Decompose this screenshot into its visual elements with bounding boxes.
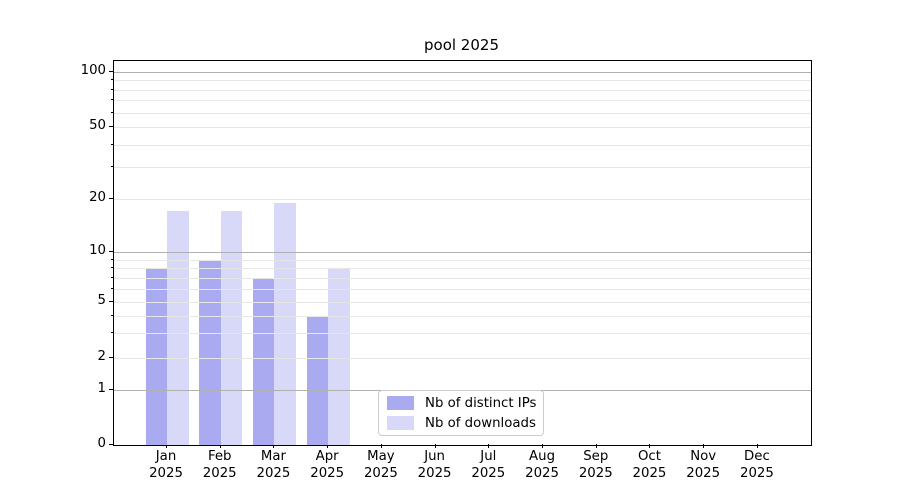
- x-tick-mark-oct: [649, 444, 651, 448]
- x-tick-label-may: May 2025: [363, 449, 398, 481]
- bar-downloads-mar: [274, 202, 296, 445]
- y-tick-label-20: 20: [89, 190, 106, 205]
- bar-distinct-ips-apr: [306, 315, 329, 445]
- x-tick-mark-sep: [595, 444, 597, 448]
- x-tick-label-jul: Jul 2025: [471, 449, 506, 481]
- x-tick-label-apr: Apr 2025: [310, 449, 345, 481]
- major-gridline-10: [114, 252, 811, 253]
- x-tick-mark-apr: [327, 444, 329, 448]
- minor-gridline-3: [114, 333, 811, 334]
- minor-gridline-4: [114, 316, 811, 317]
- y-tick-mark-1: [109, 389, 113, 390]
- x-tick-mark-may: [380, 444, 382, 448]
- x-tick-label-oct: Oct 2025: [632, 449, 667, 481]
- x-tick-mark-jun: [434, 444, 436, 448]
- y-tick-mark-2: [109, 357, 113, 358]
- x-tick-mark-feb: [219, 444, 221, 448]
- y-tick-label-100: 100: [80, 63, 106, 78]
- y-minor-tick-mark-60: [111, 111, 113, 113]
- bar-downloads-jan: [167, 211, 189, 445]
- y-tick-label-1: 1: [97, 381, 106, 396]
- minor-gridline-80: [114, 90, 811, 91]
- x-tick-mark-mar: [273, 444, 275, 448]
- x-tick-mark-jan: [166, 444, 167, 448]
- y-minor-tick-mark-90: [111, 79, 113, 81]
- legend-item-downloads: Nb of downloads: [379, 413, 543, 433]
- x-tick-label-aug: Aug 2025: [525, 449, 559, 481]
- minor-gridline-20: [114, 199, 811, 200]
- x-tick-label-nov: Nov 2025: [686, 449, 721, 481]
- y-tick-mark-5: [109, 301, 113, 302]
- y-minor-tick-mark-3: [111, 332, 113, 334]
- x-tick-label-jan: Jan 2025: [149, 449, 183, 481]
- y-tick-label-50: 50: [89, 118, 106, 133]
- minor-gridline-7: [114, 278, 811, 279]
- minor-gridline-90: [114, 80, 811, 81]
- y-tick-mark-50: [109, 126, 113, 127]
- y-tick-mark-100: [109, 71, 113, 72]
- minor-gridline-70: [114, 100, 811, 101]
- y-minor-tick-mark-6: [111, 287, 113, 289]
- x-tick-label-feb: Feb 2025: [202, 449, 237, 481]
- x-tick-mark-jul: [488, 444, 490, 448]
- legend: Nb of distinct IPs Nb of downloads: [378, 390, 544, 436]
- minor-gridline-6: [114, 289, 811, 290]
- y-tick-mark-0: [109, 443, 113, 445]
- minor-gridline-5: [114, 302, 811, 303]
- y-minor-tick-mark-80: [111, 88, 113, 90]
- minor-gridline-40: [114, 145, 811, 146]
- y-minor-tick-mark-40: [111, 143, 113, 145]
- x-tick-mark-nov: [703, 444, 705, 448]
- minor-gridline-50: [114, 127, 811, 128]
- legend-item-distinct-ips: Nb of distinct IPs: [379, 393, 543, 413]
- x-tick-label-sep: Sep 2025: [578, 449, 613, 481]
- bar-distinct-ips-feb: [199, 259, 221, 445]
- y-minor-tick-mark-30: [111, 166, 113, 168]
- minor-gridline-9: [114, 260, 811, 261]
- y-tick-label-2: 2: [97, 349, 106, 364]
- legend-swatch-downloads-icon: [387, 416, 414, 430]
- x-tick-mark-aug: [542, 444, 544, 448]
- chart-title: pool 2025: [424, 36, 499, 54]
- y-minor-tick-mark-7: [111, 276, 113, 278]
- y-tick-label-10: 10: [89, 243, 106, 258]
- x-tick-mark-dec: [756, 444, 758, 448]
- x-tick-label-mar: Mar 2025: [256, 449, 291, 481]
- y-minor-tick-mark-4: [111, 314, 113, 316]
- minor-gridline-2: [114, 358, 811, 359]
- minor-gridline-60: [114, 113, 811, 114]
- x-tick-label-jun: Jun 2025: [417, 449, 452, 481]
- y-tick-mark-20: [109, 198, 113, 199]
- y-minor-tick-mark-8: [111, 267, 113, 269]
- y-tick-label-5: 5: [97, 293, 106, 308]
- bar-downloads-feb: [220, 211, 243, 445]
- legend-label-downloads: Nb of downloads: [425, 415, 536, 431]
- minor-gridline-8: [114, 268, 811, 269]
- major-gridline-100: [114, 72, 811, 73]
- y-tick-label-0: 0: [97, 435, 106, 451]
- minor-gridline-30: [114, 167, 811, 168]
- legend-label-distinct-ips: Nb of distinct IPs: [425, 395, 537, 411]
- y-minor-tick-mark-9: [111, 258, 113, 260]
- bar-distinct-ips-jan: [145, 268, 167, 445]
- y-minor-tick-mark-70: [111, 99, 113, 101]
- bar-distinct-ips-mar: [252, 277, 275, 445]
- y-tick-mark-10: [109, 251, 113, 252]
- bar-downloads-apr: [328, 268, 350, 445]
- plot-area: [113, 60, 812, 446]
- x-tick-label-dec: Dec 2025: [739, 449, 774, 481]
- legend-swatch-distinct-ips-icon: [387, 396, 414, 410]
